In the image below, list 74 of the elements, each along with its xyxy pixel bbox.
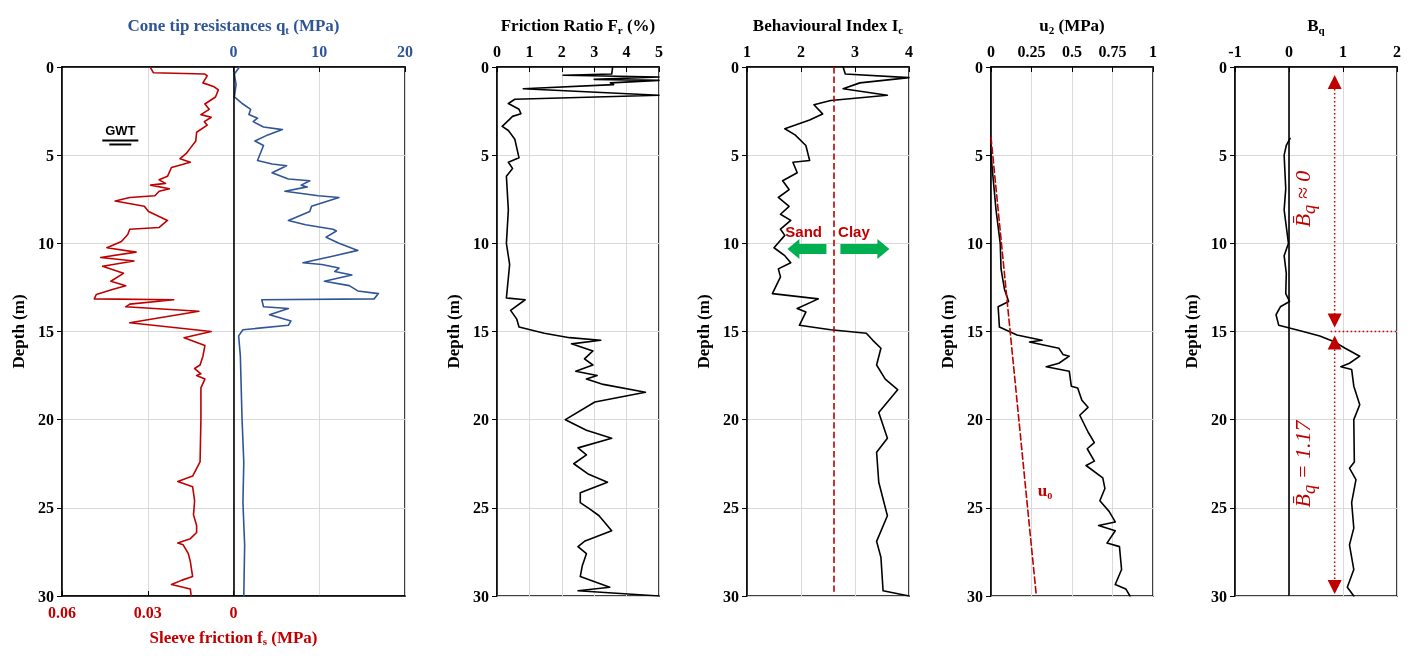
x2-tick-label: 10	[311, 42, 328, 60]
annotation: Clay	[838, 222, 870, 240]
y-tick-label: 15	[473, 323, 489, 340]
series-label: u₀	[1037, 480, 1053, 500]
x-tick-label: 0	[1285, 42, 1293, 60]
y-tick-label: 10	[723, 234, 739, 252]
y-tick-label: 20	[473, 411, 489, 429]
y-tick-label: 25	[1211, 499, 1227, 517]
x-tick-label: 4	[622, 42, 631, 60]
y-tick-label: 0	[481, 58, 489, 76]
x-tick-label: 0.06	[48, 603, 76, 621]
y-tick-label: 20	[967, 411, 983, 429]
x-tick-label: 5	[655, 42, 663, 60]
x-axis-title: Behavioural Index Ic	[752, 16, 904, 36]
x-axis-title: Bq	[1307, 16, 1326, 36]
x-axis-title: Friction Ratio Fr (%)	[500, 16, 656, 36]
y-tick-label: 25	[967, 499, 983, 517]
x2-tick-label: 20	[397, 42, 413, 60]
x-tick-label: 2	[1393, 42, 1401, 60]
x-tick-label: 3	[851, 42, 859, 60]
y-tick-label: 15	[1211, 323, 1227, 340]
x-tick-label: 2	[557, 42, 566, 60]
x-tick-label: -1	[1228, 42, 1242, 60]
x-tick-label: 2	[797, 42, 805, 60]
y-axis-title: Depth (m)	[9, 294, 29, 369]
y-tick-label: 30	[1211, 587, 1227, 605]
y-tick-label: 30	[723, 587, 739, 605]
y-tick-label: 15	[723, 323, 739, 340]
y-tick-label: 5	[481, 146, 489, 164]
x-tick-label: 0.5	[1062, 42, 1082, 60]
y-tick-label: 30	[38, 587, 54, 605]
x-tick-label: 3	[590, 42, 599, 60]
y-tick-label: 5	[731, 146, 739, 164]
x-tick-label: 0.03	[133, 603, 162, 621]
x-tick-label: 0.75	[1098, 42, 1127, 60]
y-tick-label: 20	[1211, 411, 1227, 429]
y-tick-label: 5	[1219, 146, 1227, 164]
y-tick-label: 25	[723, 499, 739, 517]
y-tick-label: 10	[967, 234, 983, 252]
x-tick-label: 1	[1339, 42, 1347, 60]
y-tick-label: 20	[723, 411, 739, 429]
y-tick-label: 10	[1211, 234, 1227, 252]
x2-axis-title: Cone tip resistances qt (MPa)	[127, 16, 340, 36]
y-axis-title: Depth (m)	[1182, 294, 1202, 369]
y-tick-label: 10	[38, 234, 54, 252]
y-tick-label: 0	[46, 58, 54, 76]
y-axis-title: Depth (m)	[694, 294, 714, 369]
x-axis-title: u2 (MPa)	[1039, 16, 1105, 36]
y-tick-label: 30	[473, 587, 489, 605]
y-tick-label: 0	[975, 58, 983, 76]
x-tick-label: 0.25	[1017, 42, 1046, 60]
x-tick-label: 0	[987, 42, 995, 60]
x-tick-label: 0	[229, 603, 238, 621]
annotation: GWT	[105, 122, 136, 138]
y-tick-label: 5	[46, 146, 54, 164]
y-axis-title: Depth (m)	[938, 294, 958, 369]
annotation: Sand	[785, 222, 823, 240]
x-tick-label: 1	[1149, 42, 1157, 60]
y-tick-label: 5	[975, 146, 983, 164]
y-tick-label: 10	[473, 234, 489, 252]
x-tick-label: 4	[905, 42, 913, 60]
y-tick-label: 25	[38, 499, 54, 517]
y-tick-label: 0	[1219, 58, 1227, 76]
x-tick-label: 1	[525, 42, 534, 60]
y-axis-title: Depth (m)	[444, 294, 464, 369]
x-axis-title: Sleeve friction fs (MPa)	[149, 627, 318, 648]
y-tick-label: 30	[967, 587, 983, 605]
y-tick-label: 0	[731, 58, 739, 76]
x-tick-label: 0	[493, 42, 501, 60]
y-tick-label: 20	[38, 411, 54, 429]
y-tick-label: 15	[967, 323, 983, 340]
y-tick-label: 25	[473, 499, 489, 517]
x-tick-label: 1	[743, 42, 751, 60]
y-tick-label: 15	[38, 323, 54, 340]
